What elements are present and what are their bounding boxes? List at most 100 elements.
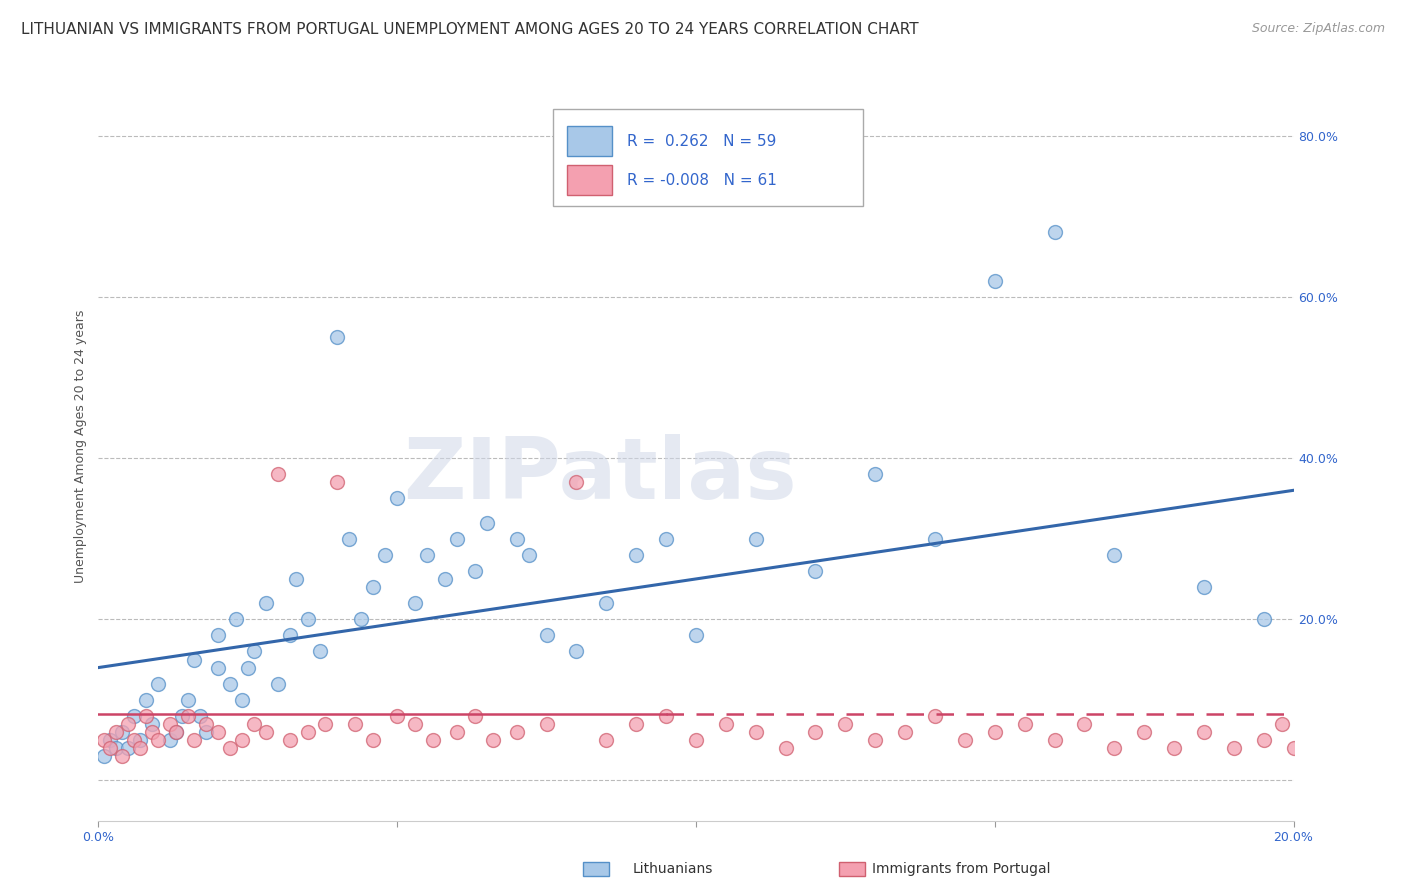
Point [243, 644, 266, 658]
FancyBboxPatch shape [553, 109, 863, 206]
Point [219, 676, 242, 690]
Point [117, 741, 139, 756]
Point [374, 548, 396, 562]
Point [1192, 580, 1215, 594]
Point [1223, 741, 1246, 756]
Point [865, 733, 887, 747]
Text: Immigrants from Portugal: Immigrants from Portugal [872, 862, 1050, 876]
Point [326, 475, 349, 490]
Point [984, 725, 1007, 739]
Point [172, 709, 194, 723]
Point [536, 628, 558, 642]
Point [595, 733, 617, 747]
Point [207, 725, 229, 739]
Point [135, 693, 157, 707]
Point [404, 717, 426, 731]
Point [655, 532, 678, 546]
Point [404, 596, 426, 610]
Point [129, 733, 152, 747]
Point [775, 741, 797, 756]
Point [188, 709, 211, 723]
Point [159, 733, 181, 747]
Point [195, 725, 218, 739]
Point [105, 741, 128, 756]
Point [1253, 733, 1275, 747]
Point [517, 548, 540, 562]
Point [446, 532, 468, 546]
Point [148, 676, 170, 690]
Point [148, 733, 170, 747]
Point [924, 709, 946, 723]
Point [278, 733, 301, 747]
Point [685, 628, 707, 642]
Point [685, 733, 707, 747]
Point [267, 467, 290, 482]
Point [385, 709, 409, 723]
Point [475, 516, 498, 530]
Point [98, 733, 122, 747]
Point [953, 733, 976, 747]
Point [236, 660, 259, 674]
Point [207, 628, 229, 642]
Point [1104, 741, 1126, 756]
Point [894, 725, 917, 739]
Point [834, 717, 856, 731]
Point [745, 532, 768, 546]
Point [1253, 612, 1275, 626]
Point [308, 644, 330, 658]
Y-axis label: Unemployment Among Ages 20 to 24 years: Unemployment Among Ages 20 to 24 years [75, 310, 87, 582]
Text: R =  0.262   N = 59: R = 0.262 N = 59 [627, 134, 776, 149]
Point [219, 741, 242, 756]
Point [267, 676, 290, 690]
Point [565, 475, 588, 490]
Point [1043, 226, 1066, 240]
Point [254, 725, 277, 739]
Point [231, 733, 253, 747]
FancyBboxPatch shape [567, 126, 613, 156]
Point [865, 467, 887, 482]
Text: LITHUANIAN VS IMMIGRANTS FROM PORTUGAL UNEMPLOYMENT AMONG AGES 20 TO 24 YEARS CO: LITHUANIAN VS IMMIGRANTS FROM PORTUGAL U… [21, 22, 918, 37]
Point [595, 596, 617, 610]
Point [745, 725, 768, 739]
Text: ZIPatlas: ZIPatlas [404, 434, 797, 517]
Point [117, 717, 139, 731]
Point [93, 749, 115, 764]
Point [804, 725, 827, 739]
Text: Source: ZipAtlas.com: Source: ZipAtlas.com [1251, 22, 1385, 36]
Point [446, 725, 468, 739]
Point [363, 733, 385, 747]
Point [924, 532, 946, 546]
Point [165, 725, 187, 739]
Point [626, 548, 648, 562]
FancyBboxPatch shape [567, 165, 613, 195]
Point [344, 717, 367, 731]
Point [278, 628, 301, 642]
Point [339, 532, 361, 546]
Point [1043, 733, 1066, 747]
Point [1163, 741, 1185, 756]
Point [111, 725, 134, 739]
Point [1014, 717, 1036, 731]
Point [177, 693, 200, 707]
Point [177, 709, 200, 723]
Point [243, 717, 266, 731]
Point [565, 644, 588, 658]
Point [506, 725, 529, 739]
Point [183, 733, 205, 747]
Point [111, 749, 134, 764]
Point [93, 733, 115, 747]
Point [350, 612, 373, 626]
Point [124, 733, 146, 747]
Point [195, 717, 218, 731]
Point [714, 717, 737, 731]
Point [385, 491, 409, 506]
Point [284, 572, 307, 586]
Point [326, 330, 349, 344]
Point [1073, 717, 1095, 731]
Point [129, 741, 152, 756]
Point [165, 725, 187, 739]
Point [231, 693, 253, 707]
Point [804, 564, 827, 578]
Point [626, 717, 648, 731]
Point [434, 572, 457, 586]
